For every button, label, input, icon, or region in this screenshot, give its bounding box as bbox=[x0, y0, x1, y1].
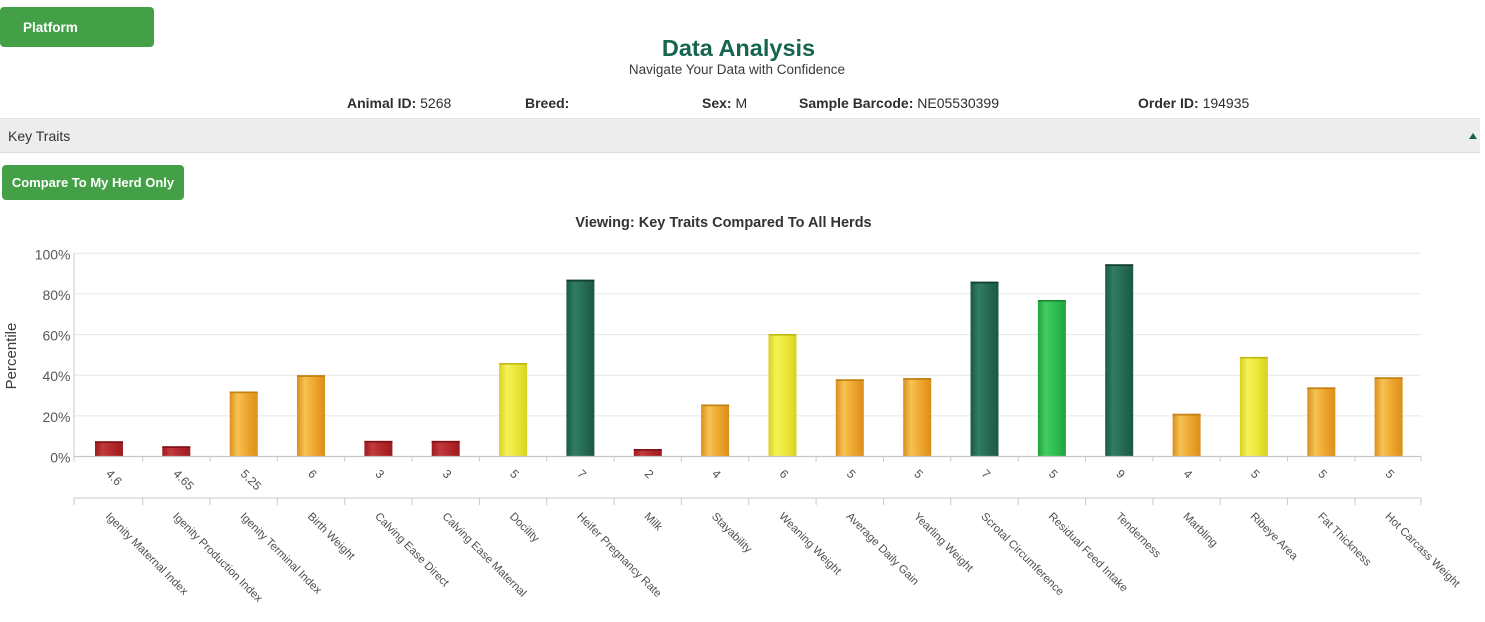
svg-text:5.25: 5.25 bbox=[238, 467, 265, 494]
svg-text:20%: 20% bbox=[42, 409, 70, 425]
svg-text:4.6: 4.6 bbox=[103, 467, 125, 489]
svg-text:3: 3 bbox=[440, 467, 455, 482]
svg-text:Milk: Milk bbox=[642, 511, 665, 534]
svg-text:Yearling Weight: Yearling Weight bbox=[911, 511, 976, 576]
svg-text:Average Daily Gain: Average Daily Gain bbox=[844, 511, 921, 588]
svg-text:9: 9 bbox=[1113, 467, 1128, 482]
svg-text:6: 6 bbox=[777, 467, 792, 482]
svg-text:Hot Carcass Weight: Hot Carcass Weight bbox=[1382, 511, 1462, 591]
svg-text:4: 4 bbox=[709, 467, 724, 482]
svg-text:4: 4 bbox=[1181, 467, 1196, 482]
svg-text:Stayability: Stayability bbox=[709, 511, 754, 556]
svg-text:80%: 80% bbox=[42, 287, 70, 303]
svg-text:0%: 0% bbox=[50, 450, 70, 466]
svg-text:5: 5 bbox=[844, 467, 859, 482]
svg-text:4.65: 4.65 bbox=[170, 467, 197, 494]
svg-text:Birth Weight: Birth Weight bbox=[305, 511, 357, 563]
svg-text:Weaning Weight: Weaning Weight bbox=[776, 511, 843, 578]
svg-text:Tenderness: Tenderness bbox=[1113, 511, 1163, 561]
svg-text:3: 3 bbox=[372, 467, 387, 482]
svg-text:100%: 100% bbox=[35, 246, 71, 262]
svg-text:5: 5 bbox=[1046, 467, 1061, 482]
svg-text:6: 6 bbox=[305, 467, 320, 482]
svg-text:2: 2 bbox=[642, 467, 657, 482]
svg-text:Marbling: Marbling bbox=[1180, 511, 1219, 550]
svg-text:5: 5 bbox=[1248, 467, 1263, 482]
svg-text:60%: 60% bbox=[42, 328, 70, 344]
svg-text:Ribeye Area: Ribeye Area bbox=[1248, 511, 1301, 564]
svg-text:5: 5 bbox=[507, 467, 522, 482]
svg-text:5: 5 bbox=[1383, 467, 1398, 482]
svg-text:40%: 40% bbox=[42, 368, 70, 384]
svg-text:5: 5 bbox=[1315, 467, 1330, 482]
svg-text:Percentile: Percentile bbox=[3, 323, 20, 390]
svg-text:Docility: Docility bbox=[507, 511, 541, 545]
svg-text:7: 7 bbox=[574, 467, 589, 482]
svg-text:5: 5 bbox=[911, 467, 926, 482]
svg-text:Calving Ease Direct: Calving Ease Direct bbox=[372, 511, 451, 590]
svg-text:7: 7 bbox=[979, 467, 994, 482]
svg-text:Fat Thickness: Fat Thickness bbox=[1315, 511, 1373, 569]
